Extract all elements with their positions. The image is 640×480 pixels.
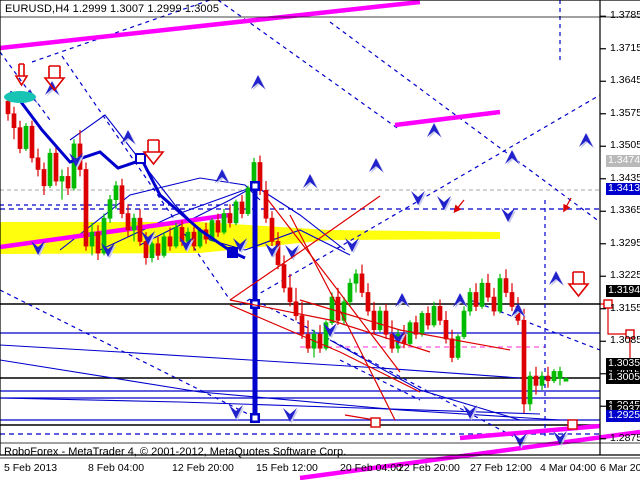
- price-tick-label: 1.3645: [610, 74, 640, 87]
- chart-title-quote: EURUSD,H4 1.2999 1.3007 1.2999 1.3005: [5, 3, 220, 15]
- price-tick-label: 1.3295: [610, 236, 640, 249]
- price-highlight-label[interactable]: 1.3474: [606, 154, 640, 167]
- price-tick-label: 1.2875: [610, 431, 640, 444]
- y-axis-ticks: [600, 15, 606, 440]
- price-tick-label: 1.3225: [610, 269, 640, 282]
- red-projection-lines: [229, 195, 511, 421]
- price-tick-label: 1.3085: [610, 334, 640, 347]
- red-tick-arrows: [453, 197, 572, 214]
- time-tick-label: 15 Feb 12:00: [256, 462, 318, 474]
- price-tick-label: 1.3715: [610, 41, 640, 54]
- price-highlight-label[interactable]: 1.2925: [606, 409, 640, 422]
- price-highlight-label[interactable]: 1.3005: [606, 372, 640, 385]
- time-tick-label: 12 Feb 20:00: [172, 462, 234, 474]
- time-tick-label: 22 Feb 20:00: [398, 462, 460, 474]
- price-tick-label: 1.3365: [610, 204, 640, 217]
- time-tick-label: 6 Mar 20:00: [600, 462, 640, 474]
- price-highlight-label[interactable]: 1.3413: [606, 182, 640, 195]
- price-tick-label: 1.3505: [610, 139, 640, 152]
- teal-marker: [4, 91, 36, 103]
- time-tick-label: 8 Feb 04:00: [88, 462, 145, 474]
- chart-frame: [0, 0, 640, 459]
- time-tick-label: 5 Feb 2013: [4, 462, 58, 474]
- copyright-label: RoboForex - MetaTrader 4, © 2001-2012, M…: [4, 446, 347, 458]
- time-tick-label: 20 Feb 04:00: [340, 462, 402, 474]
- price-tick-label: 1.3155: [610, 301, 640, 314]
- candlestick-series: [5, 93, 569, 414]
- time-tick-label: 27 Feb 12:00: [470, 462, 532, 474]
- price-highlight-label[interactable]: 1.3035: [606, 358, 640, 371]
- zigzag-indicator: [9, 90, 246, 260]
- fractal-arrows: [23, 75, 595, 449]
- price-tick-label: 1.3575: [610, 106, 640, 119]
- price-highlight-label[interactable]: 1.3194: [606, 284, 640, 297]
- time-tick-label: 4 Mar 04:00: [540, 462, 597, 474]
- price-tick-label: 1.3785: [610, 9, 640, 22]
- zigzag-handles: [135, 153, 238, 258]
- vertical-line-selected[interactable]: [250, 181, 260, 423]
- price-tick-label: 1.3435: [610, 171, 640, 184]
- red-down-arrow-marker: [14, 63, 590, 298]
